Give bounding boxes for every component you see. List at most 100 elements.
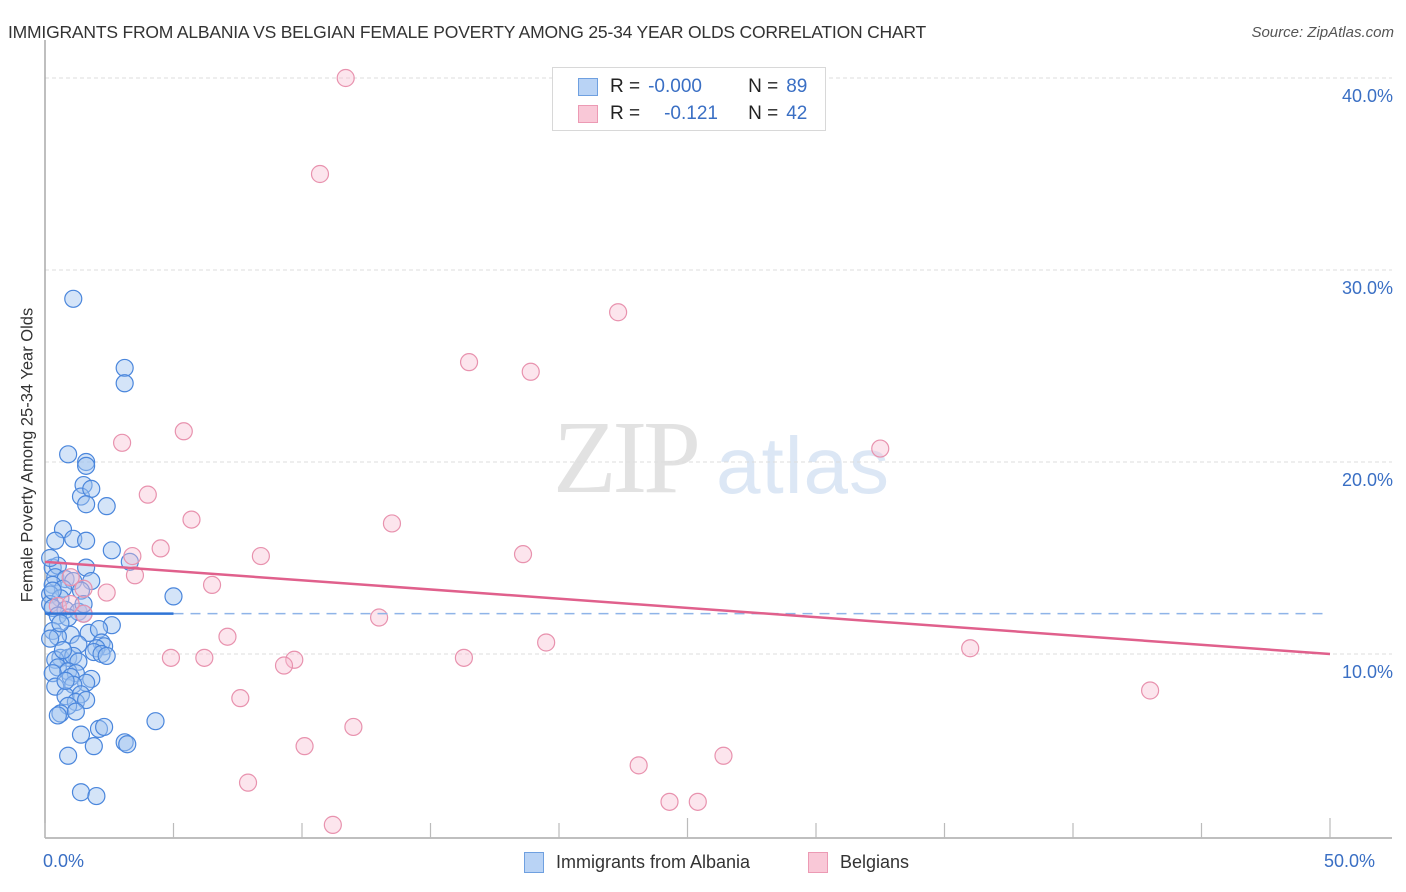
data-point-belgians bbox=[285, 650, 304, 669]
trend-lines bbox=[44, 560, 1331, 656]
axes bbox=[44, 40, 1392, 839]
data-point-belgians bbox=[138, 485, 157, 504]
data-point-albania bbox=[89, 619, 109, 639]
data-point-belgians bbox=[123, 546, 142, 566]
data-point-albania bbox=[164, 587, 183, 606]
data-point-albania bbox=[71, 783, 91, 802]
r-value: -0.121 bbox=[664, 103, 718, 124]
data-point-albania bbox=[59, 746, 78, 765]
data-point-albania bbox=[77, 690, 96, 710]
r-label: R = bbox=[610, 103, 641, 124]
data-point-belgians bbox=[323, 815, 342, 834]
data-point-belgians bbox=[218, 627, 237, 646]
data-point-belgians bbox=[382, 514, 402, 533]
data-point-belgians bbox=[161, 648, 181, 667]
data-point-belgians bbox=[459, 353, 479, 372]
data-point-albania bbox=[51, 614, 70, 633]
data-point-albania bbox=[102, 541, 121, 560]
y-tick-20: 20.0% bbox=[1341, 470, 1393, 490]
y-tick-40: 40.0% bbox=[1341, 86, 1393, 106]
data-point-belgians bbox=[344, 717, 363, 737]
data-point-albania bbox=[87, 786, 106, 806]
data-point-albania bbox=[48, 706, 67, 725]
data-point-albania bbox=[71, 725, 91, 744]
data-point-belgians bbox=[961, 639, 980, 658]
data-point-belgians bbox=[629, 756, 648, 775]
data-point-belgians bbox=[295, 737, 314, 756]
data-point-albania bbox=[46, 531, 65, 550]
data-point-belgians bbox=[112, 433, 132, 452]
data-point-belgians bbox=[537, 633, 556, 652]
y-tick-30: 30.0% bbox=[1341, 278, 1393, 298]
n-label: N = bbox=[748, 76, 779, 97]
data-point-belgians bbox=[370, 608, 389, 627]
legend-swatch-blue bbox=[524, 852, 544, 873]
legend-label-albania: Immigrants from Albania bbox=[556, 852, 751, 872]
data-point-belgians bbox=[1140, 681, 1160, 700]
data-point-albania bbox=[77, 495, 96, 514]
r-label: R = bbox=[610, 76, 641, 97]
n-value: 89 bbox=[786, 76, 808, 97]
series-legend: Immigrants from Albania Belgians bbox=[0, 852, 1406, 876]
data-point-albania bbox=[82, 479, 101, 498]
data-point-belgians bbox=[714, 746, 733, 765]
data-point-albania bbox=[41, 548, 60, 568]
data-point-albania bbox=[71, 581, 91, 600]
legend-row-albania: R = -0.000 N = 89 bbox=[578, 76, 807, 98]
data-point-albania bbox=[77, 531, 96, 550]
data-point-albania bbox=[115, 374, 134, 393]
chart-title: IMMIGRANTS FROM ALBANIA VS BELGIAN FEMAL… bbox=[8, 22, 927, 42]
x-tick-50: 50.0% bbox=[1324, 851, 1376, 871]
data-point-albania bbox=[95, 717, 114, 737]
data-point-belgians bbox=[74, 579, 93, 598]
n-value: 42 bbox=[786, 103, 808, 124]
trend-line-belgians bbox=[44, 560, 1331, 656]
source-credit: Source: ZipAtlas.com bbox=[1251, 24, 1394, 41]
data-point-belgians bbox=[202, 575, 222, 594]
data-point-belgians bbox=[660, 792, 679, 811]
data-point-albania bbox=[64, 289, 83, 308]
data-point-albania bbox=[53, 641, 73, 660]
data-point-belgians bbox=[251, 546, 270, 566]
data-point-albania bbox=[97, 497, 116, 516]
data-point-albania bbox=[115, 358, 134, 378]
data-point-belgians bbox=[609, 303, 628, 322]
legend-swatch-blue bbox=[578, 78, 598, 96]
legend-swatch-pink bbox=[808, 852, 828, 873]
data-point-belgians bbox=[521, 362, 540, 381]
data-point-belgians bbox=[274, 656, 294, 675]
watermark-zip: ZIP bbox=[553, 400, 701, 515]
legend-item-belgians[interactable]: Belgians bbox=[808, 852, 909, 873]
data-point-albania bbox=[146, 712, 165, 731]
series-belgians-points bbox=[48, 68, 1160, 834]
data-point-albania bbox=[66, 702, 85, 721]
data-point-albania bbox=[41, 629, 60, 648]
data-point-belgians bbox=[151, 539, 170, 558]
x-tick-0: 0.0% bbox=[43, 851, 85, 871]
n-label: N = bbox=[748, 103, 779, 124]
data-point-albania bbox=[59, 445, 78, 464]
data-point-albania bbox=[48, 658, 67, 677]
y-axis-label: Female Poverty Among 25-34 Year Olds bbox=[18, 307, 37, 603]
series-albania-points bbox=[41, 289, 183, 806]
legend-item-albania[interactable]: Immigrants from Albania bbox=[524, 852, 750, 873]
data-point-belgians bbox=[231, 689, 250, 708]
gridlines bbox=[45, 77, 1392, 655]
data-point-albania bbox=[43, 581, 62, 600]
data-point-albania bbox=[56, 671, 75, 690]
legend-swatch-pink bbox=[578, 105, 598, 123]
data-point-belgians bbox=[238, 773, 258, 792]
data-point-belgians bbox=[125, 566, 145, 585]
data-point-albania bbox=[51, 704, 70, 723]
data-point-belgians bbox=[195, 648, 214, 667]
data-point-albania bbox=[118, 735, 137, 754]
data-point-belgians bbox=[513, 545, 533, 564]
data-point-belgians bbox=[336, 68, 355, 88]
data-point-belgians bbox=[688, 792, 707, 811]
legend-label-belgians: Belgians bbox=[840, 852, 910, 872]
data-point-albania bbox=[115, 733, 134, 752]
data-point-belgians bbox=[454, 648, 474, 667]
data-point-albania bbox=[77, 452, 96, 472]
r-value: -0.000 bbox=[648, 76, 702, 97]
